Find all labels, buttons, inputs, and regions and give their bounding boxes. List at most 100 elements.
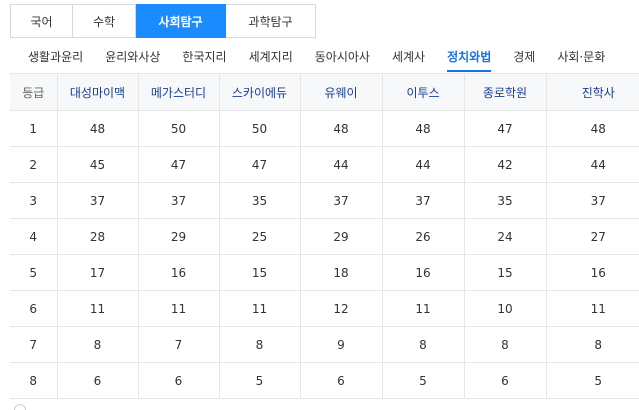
score-cell: 37 [545,182,639,219]
subtab-ethics-thought[interactable]: 윤리와사상 [105,50,161,64]
score-cell: 44 [545,146,639,183]
table-header-row: 등급 대성마이맥 메가스터디 스카이에듀 유웨이 이투스 종로학원 진학사 [10,73,639,111]
score-cell: 26 [381,218,464,255]
score-cell: 18 [299,254,382,291]
subtab-society-culture[interactable]: 사회·문화 [557,50,606,64]
score-cell: 12 [299,290,382,327]
score-cell: 11 [137,290,219,327]
score-cell: 8 [56,326,138,363]
grade-cell: 2 [10,146,57,183]
score-cell: 48 [299,110,382,147]
score-cell: 37 [299,182,382,219]
score-cell: 37 [56,182,138,219]
score-cell: 8 [218,326,300,363]
score-cell: 15 [463,254,546,291]
subtab-politics-law[interactable]: 정치와법 [447,42,492,72]
table-body: 1 48 50 50 48 48 47 48 2 45 47 47 44 44 42 44 3 37 37 35 37 3… [10,110,639,399]
score-cell: 44 [299,146,382,183]
grade-cell: 5 [10,254,57,291]
score-cell: 17 [56,254,138,291]
subtab-ethics-life[interactable]: 생활과윤리 [28,50,84,64]
score-cell: 11 [381,290,464,327]
tab-social-studies[interactable]: 사회탐구 [136,4,226,38]
table-row: 5 17 16 15 18 16 15 16 [10,254,639,291]
column-header-etoos: 이투스 [381,73,464,111]
subtab-world-geography[interactable]: 세계지리 [248,50,293,64]
table-row: 1 48 50 50 48 48 47 48 [10,110,639,147]
sub-tabs: 생활과윤리 윤리와사상 한국지리 세계지리 동아시아사 세계사 정치와법 경제 … [28,42,627,72]
subtab-world-history[interactable]: 세계사 [391,50,426,64]
score-cell: 37 [137,182,219,219]
score-cell: 29 [137,218,219,255]
score-cell: 27 [545,218,639,255]
grade-cell: 3 [10,182,57,219]
score-cell: 29 [299,218,382,255]
score-cell: 47 [137,146,219,183]
score-cell: 11 [545,290,639,327]
score-cell: 50 [137,110,219,147]
table-row: 2 45 47 47 44 44 42 44 [10,146,639,183]
score-cell: 11 [56,290,138,327]
grade-cell: 7 [10,326,57,363]
score-cell: 35 [463,182,546,219]
column-header-daesung: 대성마이맥 [56,73,138,111]
score-cell: 45 [56,146,138,183]
score-cell: 15 [218,254,300,291]
column-header-jinhak: 진학사 [545,73,639,111]
score-cell: 24 [463,218,546,255]
score-cell: 8 [545,326,639,363]
score-cell: 6 [137,362,219,399]
column-header-skyedu: 스카이에듀 [218,73,300,111]
grade-cell: 6 [10,290,57,327]
score-cell: 48 [56,110,138,147]
score-cell: 8 [381,326,464,363]
score-cell: 9 [299,326,382,363]
score-cell: 6 [299,362,382,399]
score-cell: 48 [381,110,464,147]
subtab-korean-geography[interactable]: 한국지리 [182,50,227,64]
tab-science[interactable]: 과학탐구 [226,4,316,38]
score-cell: 47 [463,110,546,147]
score-cell: 7 [137,326,219,363]
score-cell: 44 [381,146,464,183]
grade-column-header: 등급 [10,73,57,111]
column-header-megastudy: 메가스터디 [137,73,219,111]
score-cell: 48 [545,110,639,147]
score-cell: 35 [218,182,300,219]
score-cell: 16 [381,254,464,291]
subject-tabs: 국어 수학 사회탐구 과학탐구 [10,4,316,38]
tab-math[interactable]: 수학 [73,4,136,38]
score-cell: 16 [137,254,219,291]
table-row: 4 28 29 25 29 26 24 27 [10,218,639,255]
column-header-jongro: 종로학원 [463,73,546,111]
subtab-east-asian-history[interactable]: 동아시아사 [314,50,370,64]
score-cell: 10 [463,290,546,327]
score-cell: 6 [463,362,546,399]
grade-cell: 4 [10,218,57,255]
score-cell: 42 [463,146,546,183]
score-cell: 5 [381,362,464,399]
score-cell: 28 [56,218,138,255]
score-cell: 6 [56,362,138,399]
table-row: 6 11 11 11 12 11 10 11 [10,290,639,327]
score-cell: 50 [218,110,300,147]
score-cell: 47 [218,146,300,183]
circle-icon [14,404,26,410]
score-cell: 5 [218,362,300,399]
grade-cell: 8 [10,362,57,399]
score-cell: 25 [218,218,300,255]
grade-cell: 1 [10,110,57,147]
score-cell: 11 [218,290,300,327]
table-row: 3 37 37 35 37 37 35 37 [10,182,639,219]
column-header-uway: 유웨이 [299,73,382,111]
subtab-economics[interactable]: 경제 [513,50,536,64]
tab-korean[interactable]: 국어 [10,4,73,38]
score-cell: 37 [381,182,464,219]
score-cell: 16 [545,254,639,291]
score-cell: 8 [463,326,546,363]
score-cell: 5 [545,362,639,399]
